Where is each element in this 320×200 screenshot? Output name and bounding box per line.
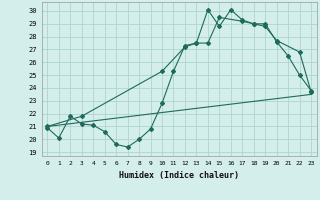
X-axis label: Humidex (Indice chaleur): Humidex (Indice chaleur): [119, 171, 239, 180]
